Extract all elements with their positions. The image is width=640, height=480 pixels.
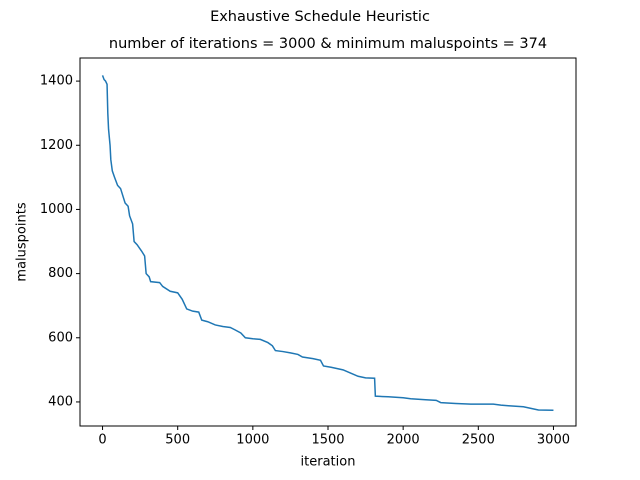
chart-title: number of iterations = 3000 & minimum ma… (109, 36, 547, 52)
x-tick-label: 1500 (311, 433, 344, 448)
x-tick-label: 500 (165, 433, 190, 448)
x-axis-label: iteration (301, 455, 356, 470)
y-tick-label: 800 (48, 266, 73, 281)
x-tick-label: 1000 (236, 433, 269, 448)
y-tick-label: 1200 (40, 138, 73, 153)
y-tick-label: 600 (48, 330, 73, 345)
y-axis-label: maluspoints (15, 202, 30, 281)
y-tick-label: 1400 (40, 74, 73, 89)
x-tick-label: 3000 (537, 433, 570, 448)
x-tick-label: 2000 (387, 433, 420, 448)
data-line (101, 75, 554, 412)
x-tick-label: 2500 (462, 433, 495, 448)
y-tick-label: 400 (48, 394, 73, 409)
x-tick-label: 0 (98, 433, 106, 448)
y-tick-label: 1000 (40, 202, 73, 217)
chart-suptitle: Exhaustive Schedule Heuristic (210, 9, 430, 25)
